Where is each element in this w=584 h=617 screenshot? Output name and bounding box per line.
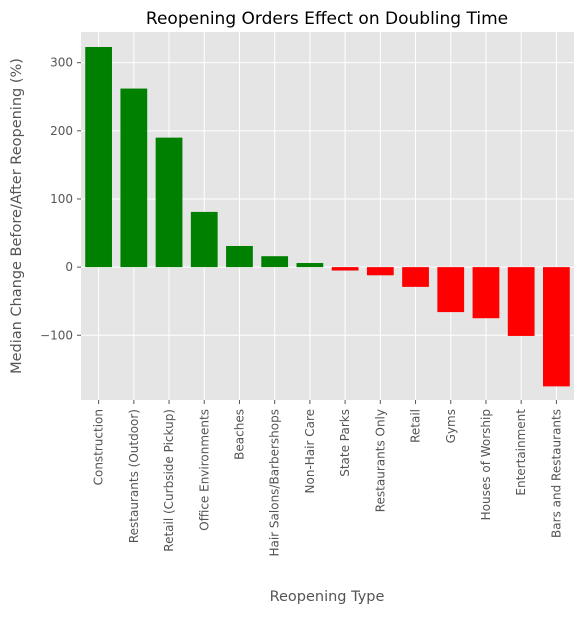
x-tick-label: Beaches [232,409,246,460]
chart-title: Reopening Orders Effect on Doubling Time [146,9,508,29]
y-tick-label: 200 [50,124,73,138]
x-tick-label: Houses of Worship [479,409,493,520]
x-tick-label: Restaurants (Outdoor) [127,409,141,543]
bar [402,267,429,287]
bar [331,267,359,271]
bar [366,267,394,276]
bar [226,245,253,268]
y-tick-label: −100 [40,328,73,342]
y-axis-label: Median Change Before/After Reopening (%) [9,58,25,374]
bar [190,211,218,268]
plot-area [81,32,574,400]
bar [85,46,112,268]
x-tick-label: Restaurants Only [373,409,387,512]
x-tick-label: State Parks [338,409,352,477]
y-axis-ticks: −100 0 100 200 300 [40,56,81,342]
bar [261,256,289,268]
x-axis-label: Reopening Type [270,589,385,605]
bar [507,267,535,336]
bar [155,137,183,268]
x-tick-label: Office Environments [197,409,211,531]
bar [296,263,324,268]
x-tick-label: Hair Salons/Barbershops [268,409,282,557]
x-tick-label: Gyms [444,409,458,443]
x-tick-label: Bars and Restaurants [549,409,563,538]
x-tick-label: Non-Hair Care [303,409,317,494]
x-axis-ticks: Construction Restaurants (Outdoor) Retail … [92,400,563,557]
y-tick-label: 100 [50,192,73,206]
bar [543,267,570,387]
bar [437,267,465,313]
plot-background [81,32,574,400]
y-tick-label: 300 [50,56,73,70]
y-tick-label: 0 [65,260,73,274]
x-tick-label: Retail (Curbside Pickup) [162,409,176,552]
bar [472,267,500,319]
x-tick-label: Construction [92,409,106,485]
x-tick-label: Entertainment [514,409,528,496]
x-tick-label: Retail [409,409,423,443]
bar [120,88,148,268]
